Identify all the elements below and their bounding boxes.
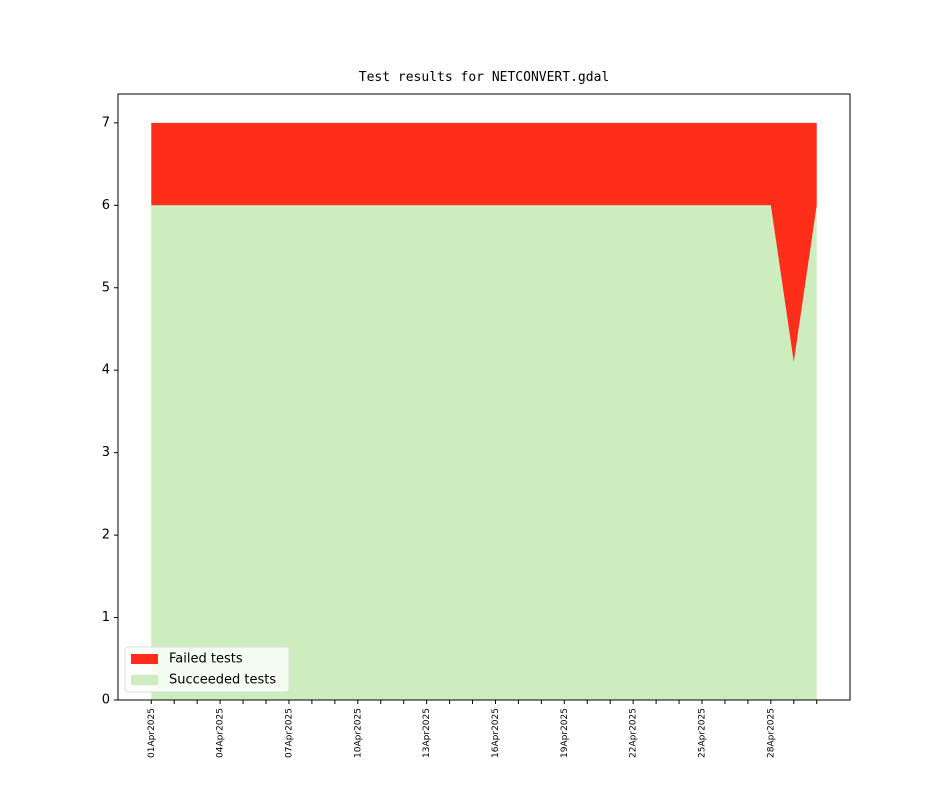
x-tick-label: 19Apr2025 [560, 708, 570, 758]
x-tick-label: 04Apr2025 [216, 708, 226, 758]
x-tick-label: 01Apr2025 [147, 708, 157, 758]
area [151, 205, 817, 700]
legend-swatch [131, 675, 158, 685]
chart-title: Test results for NETCONVERT.gdal [359, 70, 609, 85]
y-tick-label: 4 [102, 363, 110, 378]
x-tick-label: 16Apr2025 [491, 708, 501, 758]
y-tick-label: 3 [102, 445, 110, 460]
y-tick-label: 0 [102, 693, 110, 708]
y-tick-label: 7 [102, 115, 110, 130]
area [151, 122, 817, 362]
x-tick-label: 22Apr2025 [629, 708, 639, 758]
legend-frame [124, 646, 290, 693]
legend: Failed tests Succeeded tests [124, 646, 290, 693]
y-tick-label: 5 [102, 280, 110, 295]
plot-frame [117, 93, 851, 701]
legend-label: Failed tests [169, 652, 243, 667]
x-tick-label: 10Apr2025 [353, 708, 363, 758]
legend-label: Succeeded tests [169, 673, 276, 688]
x-tick-label: 25Apr2025 [697, 708, 707, 758]
y-tick-label: 2 [102, 528, 110, 543]
x-tick-label: 07Apr2025 [284, 708, 294, 758]
y-tick-label: 1 [102, 610, 110, 625]
x-tick-label: 28Apr2025 [766, 708, 776, 758]
y-tick-label: 6 [102, 198, 110, 213]
legend-swatch [131, 654, 158, 664]
x-tick-label: 13Apr2025 [422, 708, 432, 758]
